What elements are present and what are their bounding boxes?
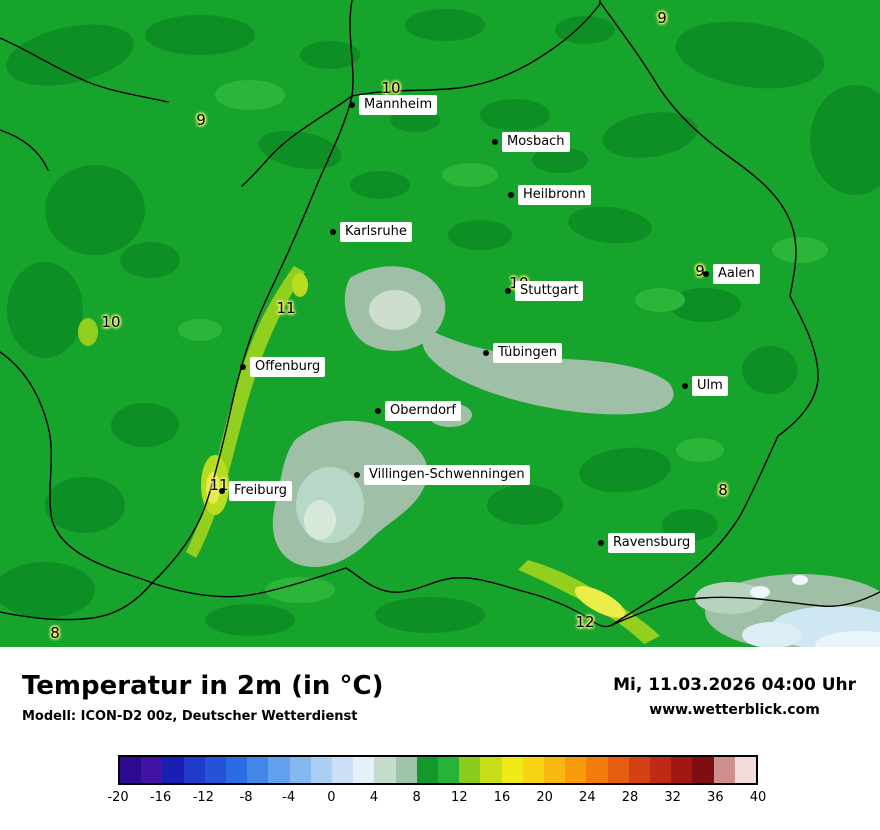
legend-tick: 0 — [327, 790, 336, 805]
legend-color-cell — [310, 757, 333, 783]
footer-right: Mi, 11.03.2026 04:00 Uhr www.wetterblick… — [613, 675, 856, 718]
legend-color-cell — [480, 757, 502, 783]
legend-color-bar — [118, 755, 758, 785]
legend-color-cell — [438, 757, 460, 783]
legend-color-cell — [501, 757, 523, 783]
legend-color-cell — [162, 757, 184, 783]
warm-valley-streaks — [78, 266, 660, 644]
model-info: Modell: ICON-D2 00z, Deutscher Wetterdie… — [22, 709, 358, 724]
legend-color-cell — [374, 757, 396, 783]
legend-color-cell — [565, 757, 587, 783]
legend-color-cell — [713, 757, 735, 783]
forecast-datetime: Mi, 11.03.2026 04:00 Uhr — [613, 675, 856, 695]
legend-color-cell — [692, 757, 714, 783]
legend-color-cell — [226, 757, 248, 783]
legend-color-cell — [268, 757, 290, 783]
legend-color-cell — [544, 757, 566, 783]
legend-tick: -16 — [150, 790, 172, 805]
legend-tick: 16 — [493, 790, 511, 805]
website-link[interactable]: www.wetterblick.com — [649, 702, 820, 718]
legend-color-cell — [353, 757, 375, 783]
cold-highland-patches — [272, 266, 880, 647]
legend-tick: 28 — [621, 790, 639, 805]
legend-color-cell — [416, 757, 439, 783]
temperature-field-svg — [0, 0, 880, 647]
border-lines — [0, 0, 880, 628]
light-green-patches — [178, 80, 828, 603]
legend-color-cell — [183, 757, 205, 783]
weather-map: 9 10 9 10 11 10 9 11 8 12 8 Mannheim Mosbach Heilbro… — [0, 0, 880, 647]
legend-tick: -20 — [107, 790, 129, 805]
legend-color-cell — [522, 757, 545, 783]
legend-color-cell — [141, 757, 163, 783]
legend-tick: 12 — [451, 790, 468, 805]
legend-tick: -8 — [239, 790, 253, 805]
legend-color-cell — [204, 757, 227, 783]
dark-green-patches — [0, 9, 880, 636]
legend-color-cell — [247, 757, 269, 783]
legend-tick: 20 — [536, 790, 553, 805]
legend-color-cell — [650, 757, 672, 783]
page-title: Temperatur in 2m (in °C) — [22, 671, 384, 701]
legend-color-cell — [671, 757, 693, 783]
legend-tick: 4 — [369, 790, 379, 805]
legend-tick: 24 — [579, 790, 596, 805]
legend-color-cell — [586, 757, 608, 783]
legend-color-cell — [734, 757, 757, 783]
legend-tick-labels: -20 -16 -12 -8 -4 0 4 8 12 16 20 24 28 32 36 40 — [107, 790, 766, 808]
legend-color-cell — [607, 757, 629, 783]
legend-tick: 40 — [749, 790, 767, 805]
legend-tick: -4 — [282, 790, 296, 805]
legend-color-cell — [332, 757, 354, 783]
legend-tick: 32 — [664, 790, 681, 805]
legend-color-cell — [395, 757, 417, 783]
temperature-legend: -20 -16 -12 -8 -4 0 4 8 12 16 20 24 28 32 36 40 — [107, 755, 766, 808]
legend-color-cell — [289, 757, 311, 783]
legend-tick: -12 — [192, 790, 214, 805]
legend-tick: 8 — [412, 790, 421, 805]
legend-tick: 36 — [707, 790, 724, 805]
footer: Temperatur in 2m (in °C) Modell: ICON-D2… — [0, 647, 880, 830]
legend-color-cell — [120, 757, 142, 783]
legend-color-cell — [628, 757, 651, 783]
legend-color-cell — [459, 757, 481, 783]
